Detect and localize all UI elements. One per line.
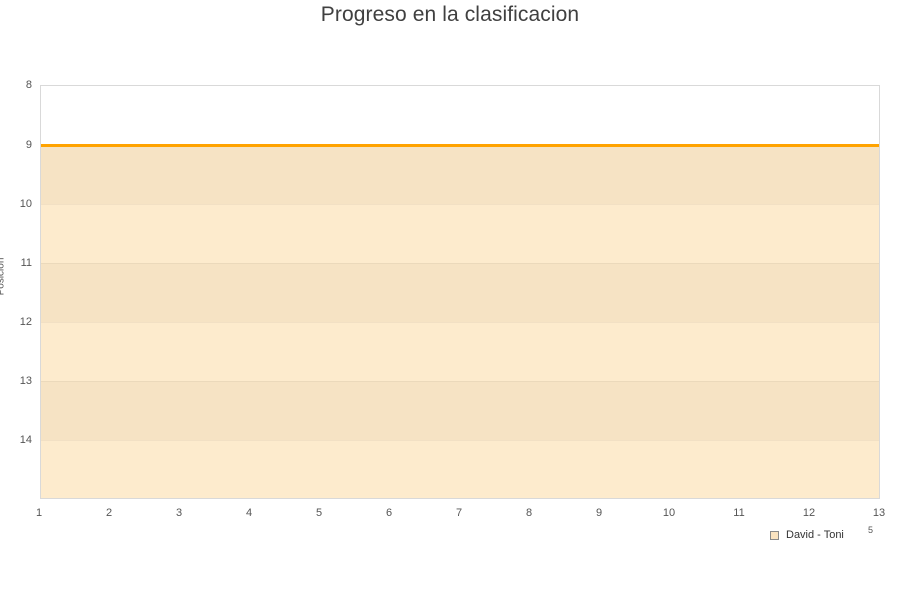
x-tick-label-13: 13 bbox=[872, 507, 886, 519]
plot-area bbox=[40, 85, 880, 499]
grid-band-13-14 bbox=[41, 381, 879, 440]
x-tick-label-3: 3 bbox=[175, 507, 183, 519]
x-tick-label-12: 12 bbox=[802, 507, 816, 519]
legend-overflow-glyph: 5 bbox=[868, 525, 874, 535]
chart-title: Progreso en la clasificacion bbox=[320, 3, 580, 26]
grid-line-14 bbox=[41, 440, 879, 441]
y-tick-label-10: 10 bbox=[19, 198, 32, 210]
y-tick-label-8: 8 bbox=[25, 79, 32, 91]
x-tick-label-5: 5 bbox=[315, 507, 323, 519]
grid-line-10 bbox=[41, 204, 879, 205]
legend-swatch-icon bbox=[770, 530, 779, 540]
grid-band-8-9 bbox=[41, 86, 879, 145]
legend-item-label[interactable]: David - Toni bbox=[786, 529, 844, 541]
y-tick-label-12: 12 bbox=[19, 316, 32, 328]
x-tick-label-9: 9 bbox=[595, 507, 603, 519]
series-line-david-toni[interactable] bbox=[41, 144, 879, 147]
x-tick-label-11: 11 bbox=[733, 507, 745, 519]
y-tick-label-13: 13 bbox=[19, 375, 32, 387]
x-tick-label-10: 10 bbox=[662, 507, 676, 519]
x-tick-label-7: 7 bbox=[455, 507, 463, 519]
x-tick-label-2: 2 bbox=[105, 507, 113, 519]
x-tick-label-1: 1 bbox=[35, 507, 43, 519]
grid-band-10-11 bbox=[41, 204, 879, 263]
grid-band-12-13 bbox=[41, 322, 879, 381]
grid-band-9-10 bbox=[41, 145, 879, 204]
y-tick-label-9: 9 bbox=[25, 139, 32, 151]
grid-band-11-12 bbox=[41, 263, 879, 322]
y-tick-label-14: 14 bbox=[19, 434, 32, 446]
x-tick-label-6: 6 bbox=[385, 507, 393, 519]
grid-line-11 bbox=[41, 263, 879, 264]
x-tick-label-8: 8 bbox=[525, 507, 533, 519]
grid-line-13 bbox=[41, 381, 879, 382]
y-tick-label-11: 11 bbox=[20, 257, 32, 269]
chart-legend[interactable]: David - Toni bbox=[770, 527, 844, 543]
grid-line-12 bbox=[41, 322, 879, 323]
x-tick-label-4: 4 bbox=[245, 507, 253, 519]
grid-band-14-15 bbox=[41, 440, 879, 498]
